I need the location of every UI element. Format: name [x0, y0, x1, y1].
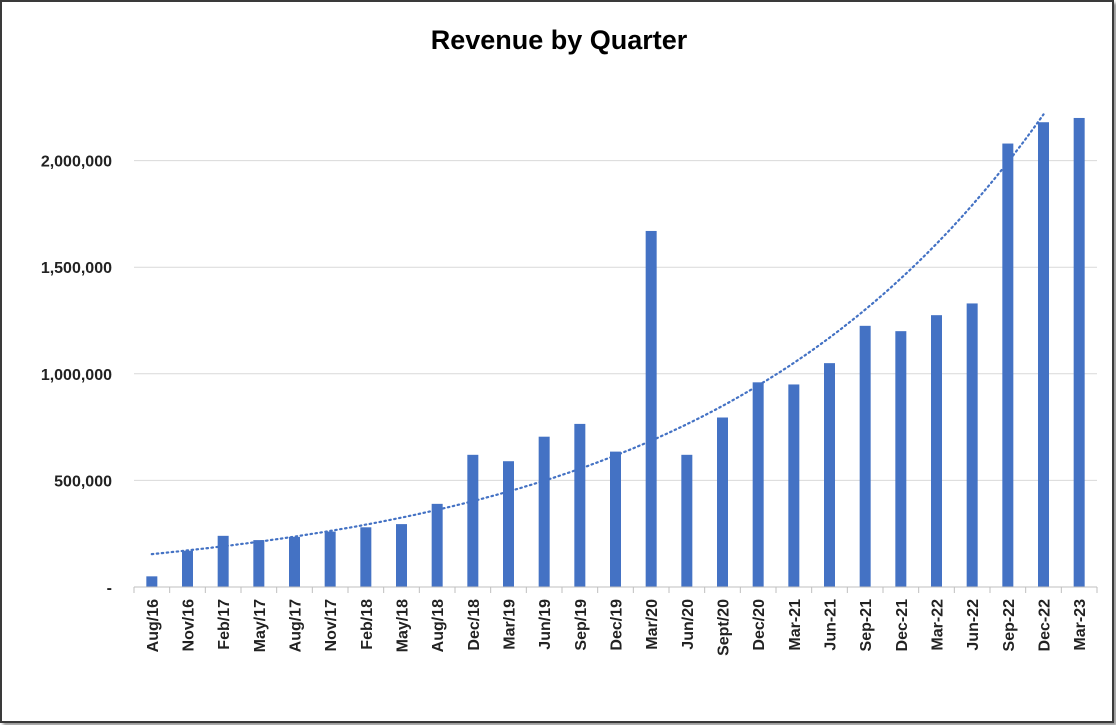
- x-tick-label: Nov/16: [181, 599, 198, 652]
- x-tick-label: Dec/18: [466, 599, 483, 651]
- x-tick-label: Aug/18: [430, 599, 447, 652]
- bar: [574, 423, 586, 587]
- x-tick-label: Dec-21: [894, 599, 911, 652]
- bar: [396, 524, 407, 587]
- bar: [752, 382, 764, 587]
- bar: [645, 230, 657, 587]
- x-tick-label: Mar/19: [502, 599, 519, 650]
- bars: [146, 117, 1085, 588]
- bar: [681, 454, 693, 587]
- bar: [538, 436, 550, 587]
- x-tick-label: Jun/19: [537, 599, 554, 650]
- x-tick-label: Jun/20: [680, 599, 697, 650]
- y-axis-tick-labels: - 500,000 1,000,000 1,500,000 2,000,000: [41, 154, 112, 597]
- x-tick-label: Feb/17: [216, 599, 233, 650]
- trendline: [150, 113, 1045, 556]
- y-tick-label: 1,000,000: [41, 367, 112, 384]
- bar: [182, 550, 193, 587]
- bar: [824, 363, 835, 587]
- x-axis-tick-labels: Aug/16 Nov/16 Feb/17 May/17 Aug/17 Nov/17 Feb/…: [133, 587, 1098, 656]
- bar: [610, 451, 621, 587]
- bar: [1073, 117, 1085, 588]
- x-tick-label: Mar-23: [1072, 599, 1089, 651]
- bar: [966, 303, 978, 587]
- y-tick-label: -: [107, 580, 112, 597]
- x-tick-label: Mar-21: [787, 599, 804, 651]
- x-tick-label: Jun-22: [965, 599, 982, 651]
- bar: [1038, 122, 1049, 587]
- bar: [431, 503, 443, 587]
- x-tick-label: Dec/20: [751, 599, 768, 651]
- x-tick-label: Mar/20: [644, 599, 661, 650]
- x-tick-label: Mar-22: [930, 599, 947, 651]
- x-tick-label: Nov/17: [323, 599, 340, 652]
- x-tick-label: Dec/19: [609, 599, 626, 651]
- y-tick-label: 500,000: [54, 473, 112, 490]
- x-tick-label: Sep-22: [1001, 599, 1018, 652]
- bar: [895, 331, 907, 587]
- bar: [360, 527, 372, 587]
- x-tick-label: Sep-21: [858, 599, 875, 652]
- bar: [467, 454, 479, 587]
- y-tick-label: 2,000,000: [41, 154, 112, 171]
- bar: [324, 531, 336, 587]
- bar: [788, 384, 800, 587]
- bar: [253, 540, 265, 587]
- x-tick-label: Feb/18: [359, 599, 376, 650]
- bar: [931, 315, 942, 587]
- x-tick-label: Dec-22: [1037, 599, 1054, 652]
- bar: [217, 535, 229, 587]
- bar: [289, 536, 300, 587]
- x-tick-label: May/17: [252, 599, 269, 652]
- x-tick-label: Sept/20: [716, 599, 733, 656]
- bar: [717, 417, 728, 587]
- x-tick-label: Aug/16: [145, 599, 162, 652]
- bar: [859, 325, 871, 587]
- y-tick-label: 1,500,000: [41, 260, 112, 277]
- x-tick-label: Sep/19: [573, 599, 590, 651]
- gridlines: [134, 160, 1097, 481]
- x-tick-label: Jun-21: [823, 599, 840, 651]
- bar: [503, 461, 514, 587]
- x-tick-label: May/18: [395, 599, 412, 652]
- bar: [146, 576, 158, 587]
- x-tick-label: Aug/17: [288, 599, 305, 652]
- bar: [1002, 143, 1014, 587]
- chart-title: Revenue by Quarter: [431, 25, 688, 55]
